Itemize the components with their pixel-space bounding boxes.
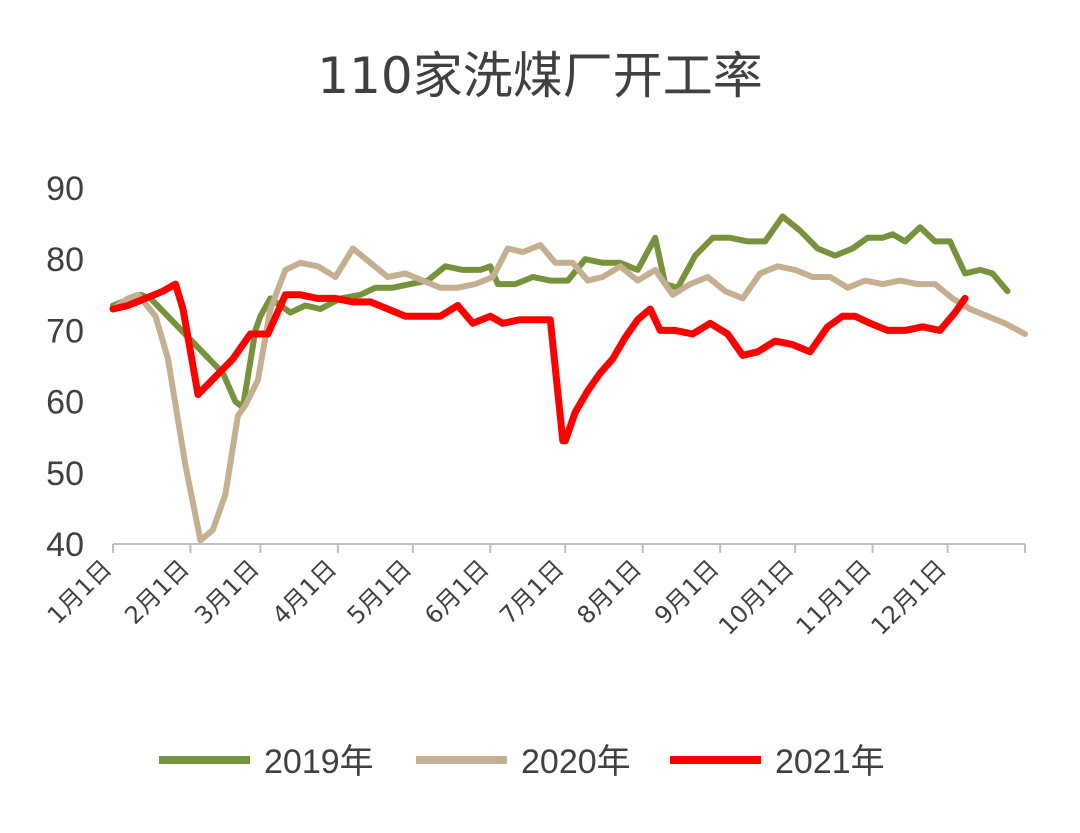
series-line-2019年 [110,213,1011,411]
legend: 2019年 2020年 2021年 [159,743,885,781]
x-tick-label: 2月1日 [119,554,194,629]
series-line-2021年 [109,280,969,445]
x-tick-label: 12月1日 [866,554,952,640]
x-tick-label: 3月1日 [189,554,264,629]
x-tick-label: 10月1日 [713,554,799,640]
x-tick-label: 5月1日 [342,554,417,629]
legend-label-2019: 2019年 [264,743,374,781]
x-tick-label: 8月1日 [572,554,647,629]
y-tick-label: 50 [46,455,84,493]
y-tick-label: 70 [46,312,84,350]
x-tick-label: 4月1日 [267,554,342,629]
y-axis: 90 80 70 60 50 40 [46,170,84,564]
y-tick-label: 90 [46,170,84,208]
plot-area [109,213,1028,544]
x-tick-label: 6月1日 [419,554,494,629]
x-tick-label: 11月1日 [791,554,877,640]
chart-title: 110家洗煤厂开工率 [317,47,762,105]
x-tick-label: 9月1日 [649,554,724,629]
y-tick-label: 80 [46,241,84,279]
legend-label-2021: 2021年 [775,743,885,781]
y-tick-label: 40 [46,526,84,564]
legend-label-2020: 2020年 [521,743,631,781]
y-tick-label: 60 [46,384,84,422]
x-tick-label: 1月1日 [42,554,117,629]
x-tick-label: 7月1日 [494,554,569,629]
series-line-2020年 [110,242,1028,544]
